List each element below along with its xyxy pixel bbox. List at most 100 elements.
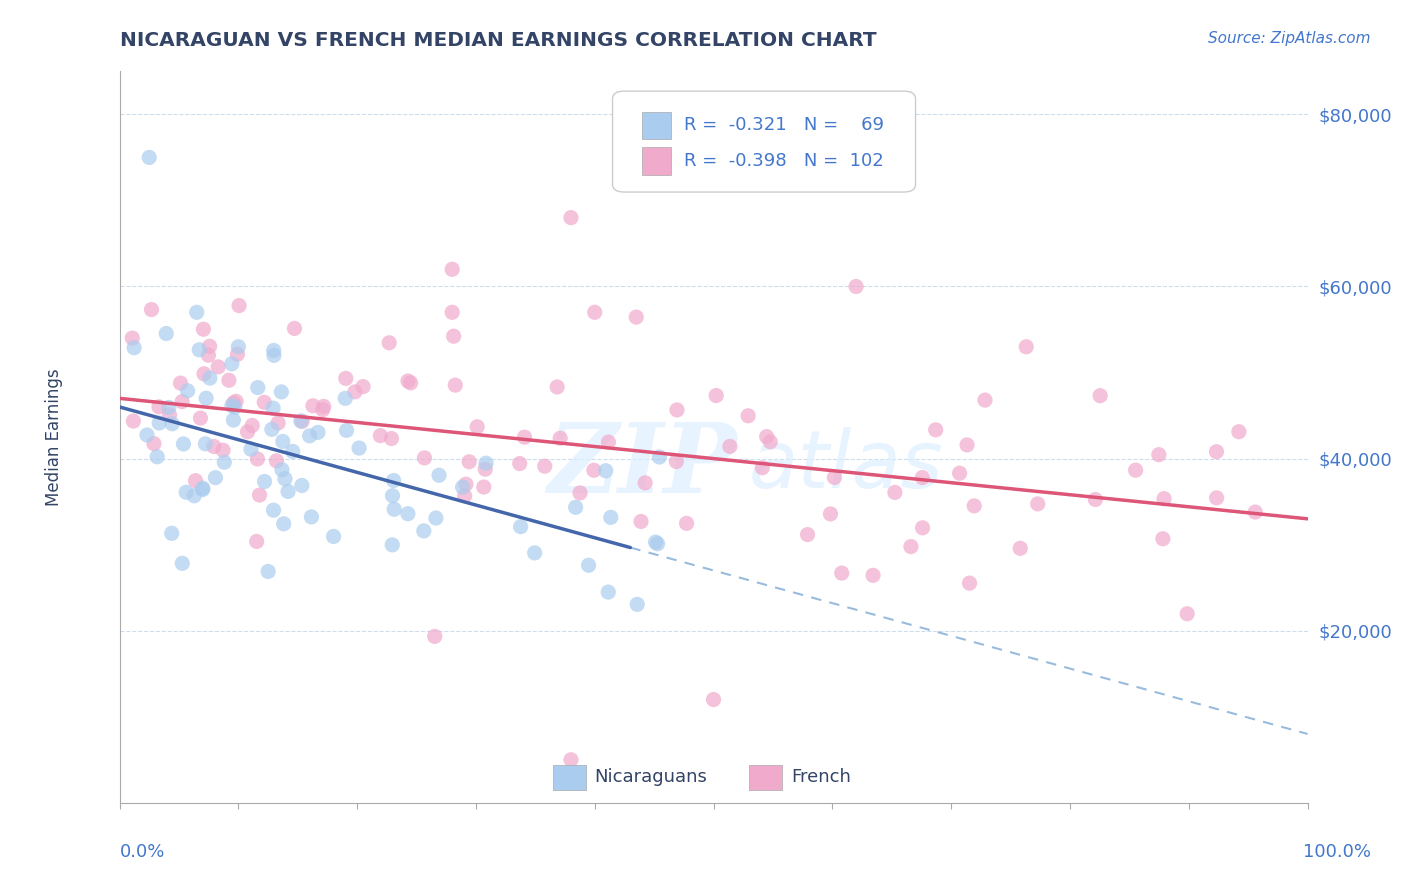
Point [160, 526, 183, 541]
Point [270, 384, 292, 399]
Point [458, 455, 481, 469]
Point [335, 371, 357, 385]
Point [307, 425, 329, 440]
Point [157, 401, 180, 415]
Point [277, 484, 299, 499]
Point [291, 478, 314, 492]
Point [352, 379, 374, 393]
Point [1152, 532, 1174, 546]
Point [820, 507, 842, 521]
Point [169, 376, 191, 390]
Point [274, 472, 297, 486]
Point [1015, 340, 1038, 354]
Point [202, 440, 225, 454]
Text: 0.0%: 0.0% [120, 843, 165, 861]
Point [704, 388, 727, 402]
Point [312, 402, 335, 417]
Point [246, 451, 269, 466]
Point [626, 310, 648, 324]
Point [582, 463, 605, 477]
Point [298, 429, 321, 443]
Point [845, 279, 868, 293]
Point [959, 576, 981, 591]
Point [583, 305, 606, 319]
Point [523, 546, 546, 560]
Point [900, 540, 922, 554]
Point [546, 380, 568, 394]
Point [956, 438, 979, 452]
Point [831, 566, 853, 580]
Point [634, 475, 657, 490]
Point [441, 262, 464, 277]
Point [198, 371, 221, 385]
Point [675, 516, 697, 531]
Point [172, 557, 194, 571]
Point [1026, 497, 1049, 511]
Point [823, 470, 845, 484]
Point [595, 464, 617, 478]
Point [155, 326, 177, 341]
Point [138, 150, 160, 164]
Point [443, 329, 465, 343]
Point [253, 475, 276, 489]
Point [382, 474, 405, 488]
Point [335, 423, 357, 437]
Text: Nicaraguans: Nicaraguans [595, 768, 707, 786]
Point [222, 396, 245, 410]
Point [911, 521, 934, 535]
Point [148, 400, 170, 414]
Point [1010, 541, 1032, 556]
Point [475, 456, 498, 470]
Point [425, 511, 447, 525]
Point [146, 450, 169, 464]
Point [263, 503, 285, 517]
Point [193, 367, 215, 381]
Point [453, 489, 475, 503]
Point [191, 483, 214, 497]
Point [644, 535, 666, 549]
Point [246, 380, 269, 394]
Point [263, 343, 285, 358]
Point [441, 305, 464, 319]
Point [1175, 607, 1198, 621]
Point [193, 322, 215, 336]
Text: atlas: atlas [749, 427, 943, 506]
Point [630, 515, 652, 529]
Point [911, 470, 934, 484]
Point [381, 538, 404, 552]
Point [626, 598, 648, 612]
Point [451, 480, 474, 494]
Point [236, 425, 259, 439]
Point [382, 502, 405, 516]
Point [198, 339, 221, 353]
Point [141, 302, 163, 317]
Point [948, 466, 970, 480]
Point [322, 529, 344, 543]
Point [174, 485, 197, 500]
Point [249, 488, 271, 502]
Point [240, 418, 263, 433]
Point [343, 384, 366, 399]
Point [647, 537, 669, 551]
Point [214, 455, 236, 469]
Point [759, 434, 782, 449]
Point [222, 413, 245, 427]
Point [273, 516, 295, 531]
Point [924, 423, 946, 437]
Point [281, 444, 304, 458]
Point [751, 460, 773, 475]
Point [246, 534, 269, 549]
Point [399, 376, 422, 390]
Point [444, 378, 467, 392]
Point [290, 414, 312, 428]
Point [253, 395, 276, 409]
Point [257, 565, 280, 579]
Point [1125, 463, 1147, 477]
Point [184, 474, 207, 488]
Point [380, 432, 402, 446]
Point [263, 348, 285, 362]
Point [260, 422, 283, 436]
Point [509, 519, 531, 533]
Point [472, 480, 495, 494]
Point [378, 335, 401, 350]
